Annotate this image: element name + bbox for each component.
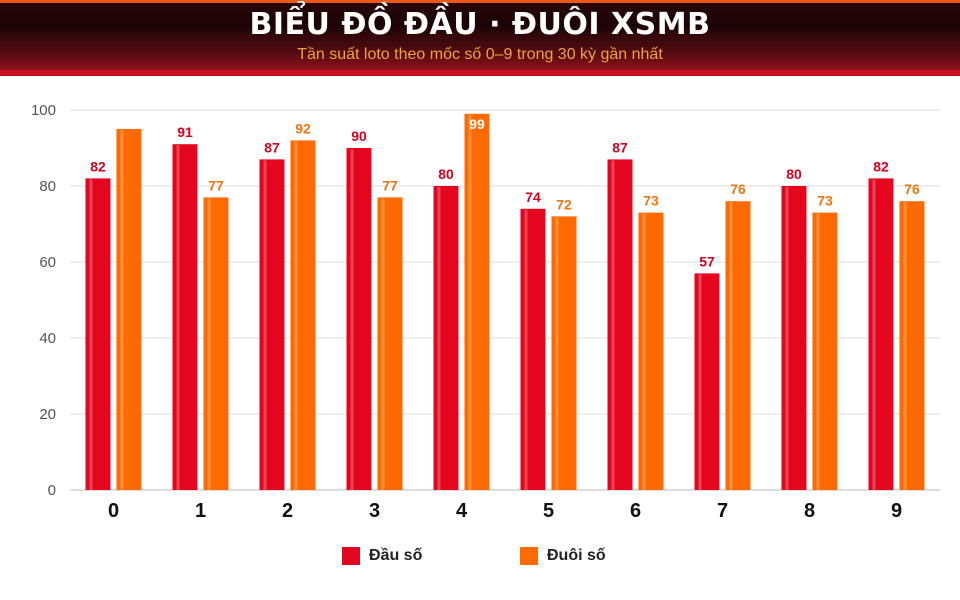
bar-value-label: 76 xyxy=(904,181,920,197)
bar-value-label: 82 xyxy=(90,158,106,174)
bar-dau xyxy=(607,159,633,490)
y-tick-label: 20 xyxy=(39,406,56,423)
bar-dau xyxy=(868,178,894,490)
bar-value-label: 91 xyxy=(177,124,193,140)
bar-highlight xyxy=(350,149,354,490)
bar-highlight xyxy=(903,202,907,490)
y-tick-label: 0 xyxy=(48,482,56,499)
bar-highlight xyxy=(263,160,267,490)
legend-label-duoi: Đuôi số xyxy=(547,547,606,564)
bar-value-label: 73 xyxy=(643,193,659,209)
bar-duoi xyxy=(899,201,925,490)
bar-dau xyxy=(781,186,807,490)
bar-dau xyxy=(346,148,372,490)
x-tick-label: 4 xyxy=(456,500,468,522)
bar-highlight xyxy=(524,209,528,491)
bar-duoi xyxy=(638,212,664,490)
bar-highlight xyxy=(785,187,789,490)
bar-highlight xyxy=(120,130,124,490)
bar-duoi xyxy=(812,212,838,490)
bar-duoi xyxy=(290,140,316,490)
bar-highlight xyxy=(642,213,646,490)
chart-legend: Đầu số Đuôi số xyxy=(0,546,960,566)
x-tick-label: 2 xyxy=(282,500,293,522)
bar-dau xyxy=(259,159,285,490)
bar-value-label: 80 xyxy=(786,166,802,182)
bar-duoi xyxy=(551,216,577,490)
bar-highlight xyxy=(555,217,559,490)
bar-highlight xyxy=(729,202,733,490)
bar-highlight xyxy=(437,187,441,490)
bar-value-label: 82 xyxy=(873,158,889,174)
bar-highlight xyxy=(294,141,298,490)
bar-dau xyxy=(694,273,720,490)
bar-highlight xyxy=(176,145,180,490)
bar-value-label: 90 xyxy=(351,128,367,144)
bar-value-label: 74 xyxy=(525,189,541,205)
bar-value-label: 77 xyxy=(208,177,224,193)
x-tick-label: 6 xyxy=(630,500,641,522)
bar-value-label: 76 xyxy=(730,181,746,197)
y-tick-label: 40 xyxy=(39,330,56,347)
bar-dau xyxy=(520,208,546,491)
bar-duoi xyxy=(464,113,490,491)
legend-swatch-duoi xyxy=(520,547,538,565)
x-tick-label: 7 xyxy=(717,500,728,522)
bar-value-label: 80 xyxy=(438,166,454,182)
bar-value-label: 99 xyxy=(469,116,485,132)
y-tick-label: 60 xyxy=(39,254,56,271)
bar-highlight xyxy=(698,274,702,490)
bar-value-label: 72 xyxy=(556,196,572,212)
legend-swatch-dau xyxy=(342,547,360,565)
bar-highlight xyxy=(816,213,820,490)
x-tick-label: 5 xyxy=(543,500,554,522)
bar-value-label: 73 xyxy=(817,193,833,209)
bar-dau xyxy=(85,178,111,490)
bar-highlight xyxy=(381,198,385,490)
bar-highlight xyxy=(468,114,472,491)
y-tick-label: 100 xyxy=(31,102,56,119)
bar-value-label: 87 xyxy=(612,139,628,155)
bar-highlight xyxy=(611,160,615,490)
x-tick-label: 1 xyxy=(195,500,206,522)
bar-dau xyxy=(172,144,198,490)
header-accent-line xyxy=(0,70,960,75)
bar-duoi xyxy=(116,129,142,490)
bar-highlight xyxy=(872,179,876,490)
bar-value-label: 92 xyxy=(295,120,311,136)
chart-subtitle: Tần suất loto theo mốc số 0–9 trong 30 k… xyxy=(297,46,663,63)
bar-dau xyxy=(433,186,459,490)
bar-highlight xyxy=(89,179,93,490)
bar-value-label: 57 xyxy=(699,253,715,269)
x-tick-label: 8 xyxy=(804,500,815,522)
bar-value-label: 77 xyxy=(382,177,398,193)
x-tick-label: 3 xyxy=(369,500,380,522)
legend-label-dau: Đầu số xyxy=(369,547,423,564)
bar-value-label: 87 xyxy=(264,139,280,155)
bar-duoi xyxy=(725,201,751,490)
y-tick-label: 80 xyxy=(39,178,56,195)
bar-duoi xyxy=(203,197,229,490)
x-tick-label: 0 xyxy=(108,500,119,522)
chart-header: BIỂU ĐỒ ĐẦU · ĐUÔI XSMB Tần suất loto th… xyxy=(0,0,960,76)
chart-title: BIỂU ĐỒ ĐẦU · ĐUÔI XSMB xyxy=(249,7,711,42)
bar-highlight xyxy=(207,198,211,490)
bar-duoi xyxy=(377,197,403,490)
x-tick-label: 9 xyxy=(891,500,902,522)
